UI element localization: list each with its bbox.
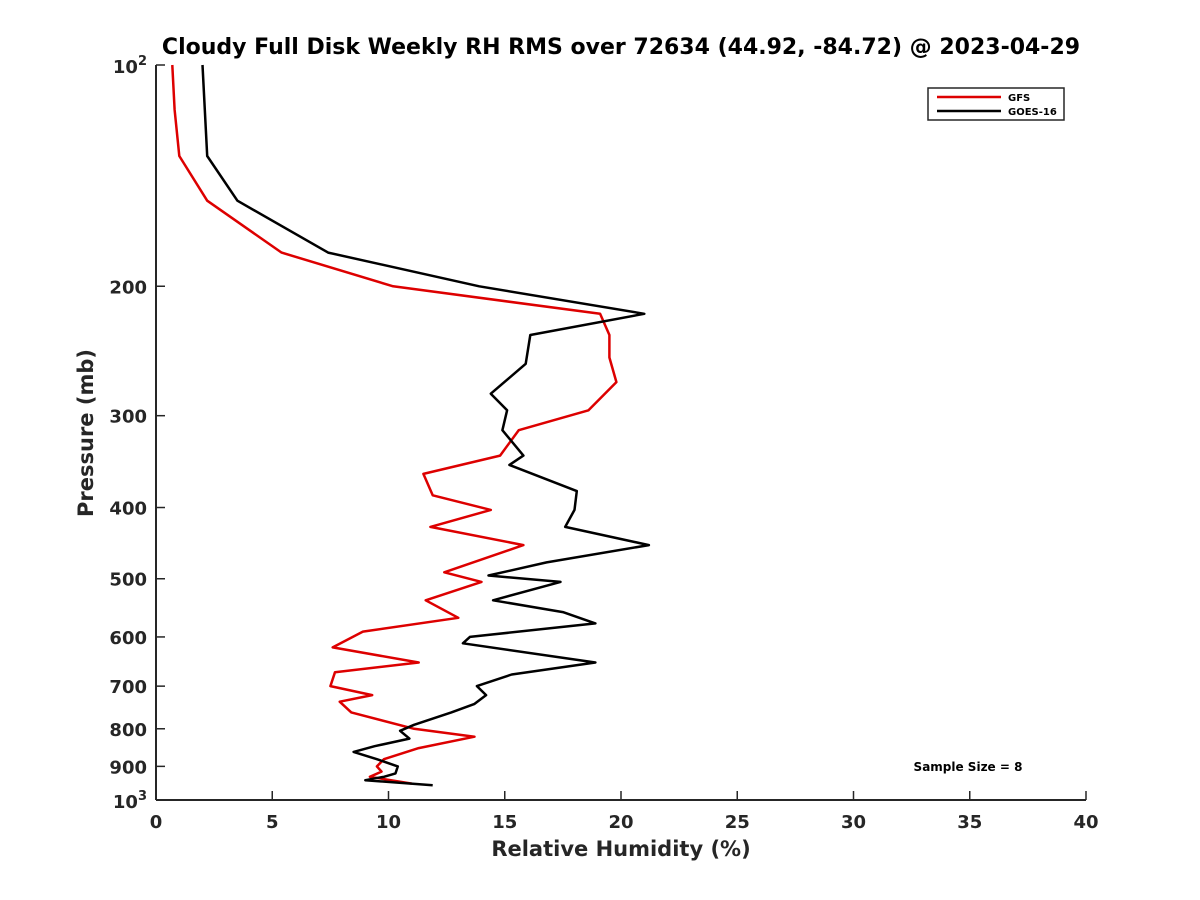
legend-box	[927, 87, 1065, 121]
x-tick-label: 20	[608, 812, 633, 833]
series-line-goes-16	[201, 64, 651, 787]
x-axis-label: Relative Humidity (%)	[491, 837, 750, 861]
y-tick-label: 700	[109, 677, 147, 698]
y-tick-label: 800	[109, 720, 147, 741]
series-lines	[171, 64, 651, 787]
x-tick-label: 5	[266, 812, 279, 833]
legend-label: GOES-16	[1008, 107, 1057, 118]
x-tick-label: 30	[841, 812, 866, 833]
y-tick-base: 10	[113, 57, 138, 78]
y-tick-label: 900	[109, 757, 147, 778]
y-tick-base: 10	[113, 792, 138, 813]
y-tick-label: 102	[113, 54, 147, 78]
y-tick-exponent: 2	[138, 54, 147, 69]
sample-size-annotation: Sample Size = 8	[914, 760, 1023, 774]
plot-area	[156, 65, 1086, 800]
y-tick-label: 300	[109, 407, 147, 428]
series-line-gfs	[171, 64, 618, 785]
x-tick-label: 25	[725, 812, 750, 833]
x-tick-label: 40	[1073, 812, 1098, 833]
y-tick-label: 200	[109, 277, 147, 298]
x-tick-label: 35	[957, 812, 982, 833]
legend: GFS GOES-16	[927, 87, 1065, 121]
y-tick-label: 500	[109, 570, 147, 591]
y-axis-label: Pressure (mb)	[74, 349, 98, 517]
chart-title: Cloudy Full Disk Weekly RH RMS over 7263…	[162, 35, 1080, 60]
x-tick-label: 15	[492, 812, 517, 833]
x-tick-label: 0	[150, 812, 163, 833]
y-tick-label: 103	[113, 789, 147, 813]
x-ticks: 0 5 10 15 20 25 30 35 40	[150, 791, 1099, 833]
y-tick-exponent: 3	[138, 789, 147, 804]
y-tick-label: 400	[109, 499, 147, 520]
legend-label: GFS	[1008, 93, 1030, 104]
x-tick-label: 10	[376, 812, 401, 833]
y-tick-label: 600	[109, 628, 147, 649]
